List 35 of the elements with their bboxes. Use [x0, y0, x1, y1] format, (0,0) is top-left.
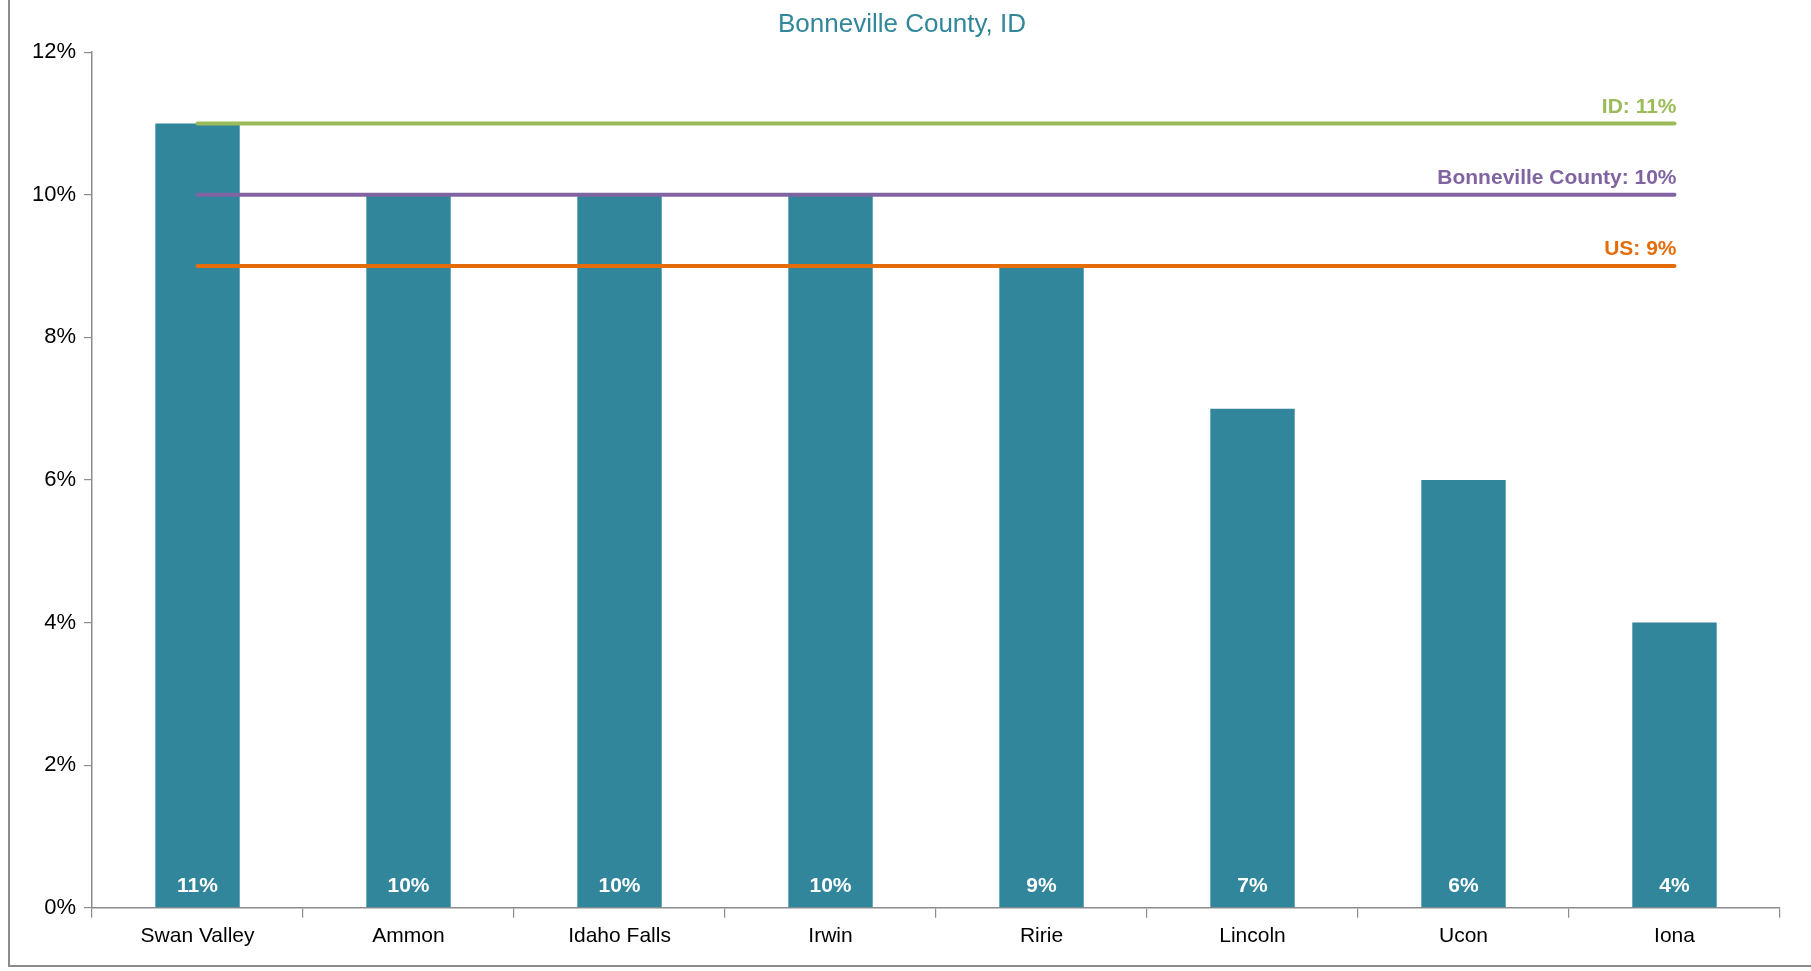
- chart-title: Bonneville County, ID: [777, 7, 1027, 38]
- data-label: 6%: [1448, 873, 1480, 897]
- x-tick-label: Ucon: [1438, 923, 1489, 947]
- bar: [366, 194, 451, 908]
- bar: [1210, 408, 1295, 908]
- data-label: 11%: [177, 873, 219, 897]
- bar: [155, 123, 240, 908]
- y-tick-label: 2%: [44, 751, 77, 777]
- y-tick-label: 8%: [44, 323, 77, 349]
- x-tick-label: Iona: [1654, 923, 1696, 947]
- ref-line-label: US: 9%: [1604, 236, 1677, 260]
- bar: [1421, 480, 1506, 908]
- ref-line-label: ID: 11%: [1601, 93, 1677, 117]
- data-label: 10%: [387, 873, 430, 897]
- bar: [999, 266, 1084, 908]
- ref-line-label: Bonneville County: 10%: [1437, 165, 1677, 189]
- y-tick-label: 0%: [44, 893, 77, 919]
- data-label: 9%: [1026, 873, 1058, 897]
- y-tick-label: 10%: [31, 180, 77, 206]
- bar: [788, 194, 873, 908]
- data-label: 10%: [809, 873, 852, 897]
- x-tick-label: Lincoln: [1219, 923, 1286, 947]
- x-tick-label: Irwin: [808, 923, 853, 947]
- bar: [577, 194, 662, 908]
- x-tick-label: Idaho Falls: [568, 923, 671, 947]
- x-tick-label: Ammon: [372, 923, 445, 947]
- bar: [1632, 622, 1717, 908]
- data-label: 4%: [1659, 873, 1690, 897]
- y-tick-label: 6%: [44, 466, 77, 492]
- data-label: 7%: [1237, 873, 1269, 897]
- y-tick-label: 12%: [31, 38, 77, 64]
- x-tick-label: Ririe: [1019, 923, 1064, 947]
- y-tick-label: 4%: [44, 608, 77, 634]
- data-label: 10%: [598, 873, 641, 897]
- x-tick-label: Swan Valley: [140, 923, 256, 947]
